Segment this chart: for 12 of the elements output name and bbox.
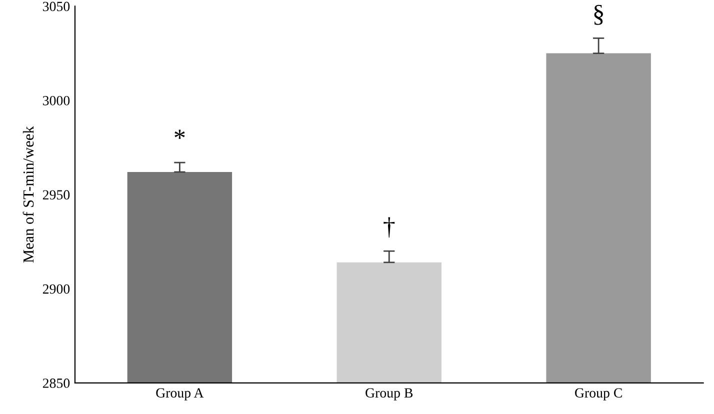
y-tick-label: 2900 xyxy=(42,284,70,294)
x-tick-label: Group A xyxy=(156,388,204,400)
y-axis-title: Mean of ST-min/week xyxy=(22,126,34,263)
x-tick-label: Group B xyxy=(366,388,413,400)
y-tick-label: 2850 xyxy=(42,378,70,388)
y-tick-label: 3050 xyxy=(42,2,70,12)
x-tick-label: Group C xyxy=(575,388,622,400)
annotation: * xyxy=(174,130,185,139)
y-tick-label: 2950 xyxy=(42,190,70,200)
y-tick-label: 3000 xyxy=(42,96,70,106)
annotation: † xyxy=(384,217,395,238)
annotation: § xyxy=(594,4,603,25)
